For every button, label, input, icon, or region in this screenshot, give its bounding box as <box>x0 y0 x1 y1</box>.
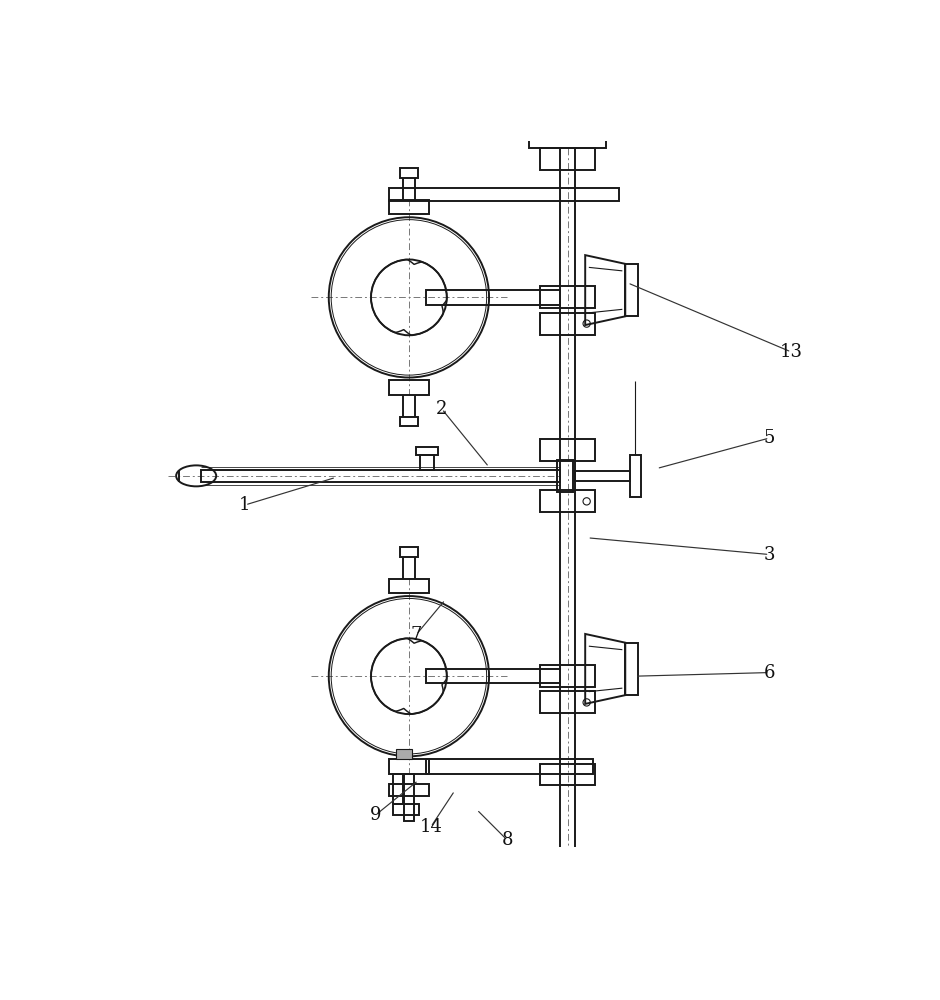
Text: 3: 3 <box>764 546 775 564</box>
Polygon shape <box>396 749 412 759</box>
Text: 9: 9 <box>370 806 382 824</box>
Text: 7: 7 <box>411 626 422 644</box>
Text: 14: 14 <box>419 818 442 836</box>
Text: 2: 2 <box>436 400 447 418</box>
Text: 1: 1 <box>240 496 251 514</box>
Text: 6: 6 <box>764 664 775 682</box>
Text: 13: 13 <box>780 343 803 361</box>
Text: 8: 8 <box>502 831 513 849</box>
Text: 5: 5 <box>764 429 775 447</box>
